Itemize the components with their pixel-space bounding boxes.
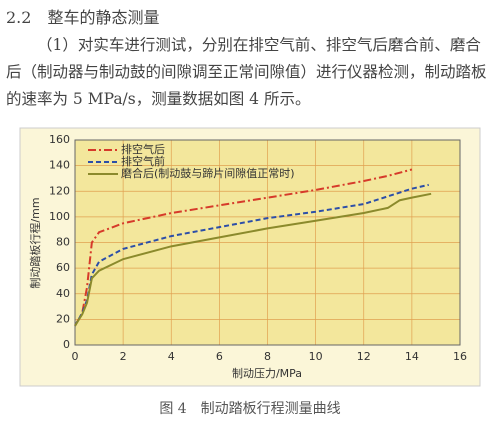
series-line [74, 192, 432, 327]
paragraph: （1）对实车进行测试，分别在排空气前、排空气后磨合前、磨合后（制动器与制动鼓的间… [6, 36, 487, 108]
x-tick-label: 2 [120, 350, 127, 363]
x-tick-label: 6 [216, 350, 223, 363]
x-tick-label: 14 [405, 350, 419, 363]
legend-label: 磨合后(制动鼓与蹄片间隙值正常时) [121, 166, 295, 180]
x-axis-label: 制动压力/MPa [232, 367, 302, 380]
figure-caption: 图 4 制动踏板行程测量曲线 [159, 401, 341, 417]
series-line [74, 168, 413, 327]
x-tick-label: 8 [264, 350, 271, 363]
x-tick-label: 10 [309, 350, 323, 363]
y-tick-label: 80 [56, 236, 70, 249]
y-tick-label: 160 [49, 133, 70, 146]
x-tick-label: 12 [357, 350, 371, 363]
y-tick-label: 0 [63, 338, 70, 351]
y-tick-label: 100 [49, 210, 70, 223]
x-tick-label: 4 [168, 350, 175, 363]
plot-border [74, 139, 461, 346]
y-tick-label: 60 [56, 261, 70, 274]
legend-label: 排空气前 [121, 154, 165, 168]
y-tick-label: 20 [56, 312, 70, 325]
y-tick-label: 140 [49, 159, 70, 172]
y-tick-label: 120 [49, 184, 70, 197]
y-axis-label: 制动踏板行程/mm [28, 197, 42, 288]
x-tick-label: 16 [453, 350, 467, 363]
legend-label: 排空气后 [121, 142, 165, 156]
x-tick-label: 0 [72, 350, 79, 363]
y-tick-label: 40 [56, 287, 70, 300]
section-heading: 2.2 整车的静态测量 [6, 8, 160, 27]
